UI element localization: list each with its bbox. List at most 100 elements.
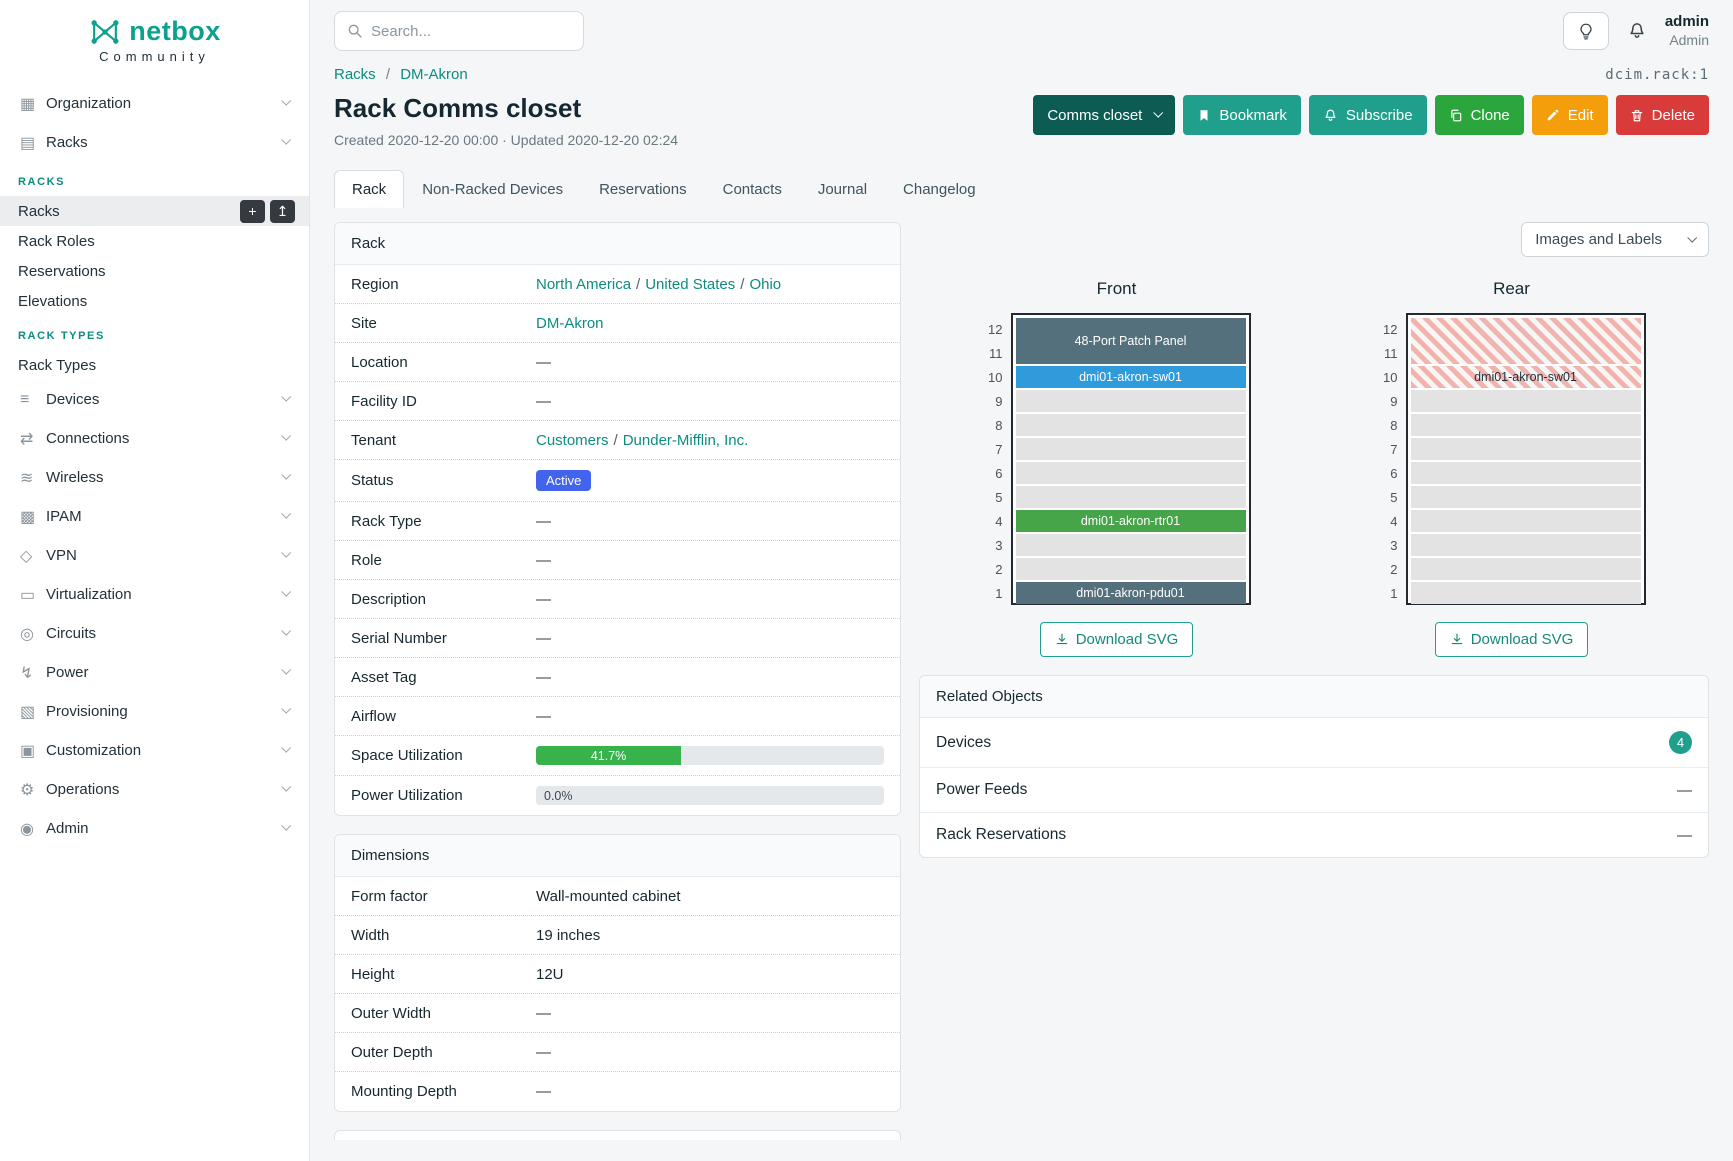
sidebar-group-label: IPAM [46, 508, 82, 525]
breadcrumb-link-racks[interactable]: Racks [334, 66, 376, 83]
theme-toggle-button[interactable] [1562, 12, 1609, 50]
empty-rack-unit[interactable] [1015, 390, 1246, 412]
empty-rack-unit[interactable] [1410, 486, 1641, 508]
rack-device-48-port-patch-panel[interactable]: 48-Port Patch Panel [1015, 318, 1246, 364]
related-rack-reservations-row[interactable]: Rack Reservations — [936, 826, 1692, 844]
rack-device-dmi01-akron-sw01[interactable]: dmi01-akron-sw01 [1015, 366, 1246, 388]
empty-rack-unit[interactable] [1410, 390, 1641, 412]
tab-rack[interactable]: Rack [334, 170, 405, 208]
edit-button[interactable]: Edit [1531, 95, 1608, 135]
subscribe-button[interactable]: Subscribe [1308, 95, 1427, 135]
region-link[interactable]: United States [645, 275, 736, 293]
sidebar-group-operations[interactable]: ⚙ Operations [0, 770, 309, 809]
sidebar-group-label: Connections [46, 430, 130, 447]
user-menu[interactable]: admin Admin [1665, 13, 1709, 49]
delete-button[interactable]: Delete [1615, 95, 1709, 135]
breadcrumb-link-site[interactable]: DM-Akron [400, 66, 468, 83]
pencil-icon [1547, 109, 1559, 121]
site-link[interactable]: DM-Akron [536, 314, 604, 332]
empty-rack-unit[interactable] [1410, 582, 1641, 604]
sidebar-group-circuits[interactable]: ◎ Circuits [0, 614, 309, 653]
sidebar-item-rack-types[interactable]: Rack Types [0, 350, 309, 380]
breadcrumb: Racks / DM-Akron [334, 66, 468, 83]
sidebar-group-customization[interactable]: ▣ Customization [0, 731, 309, 770]
download-svg-rear-button[interactable]: Download SVG [1434, 622, 1589, 657]
rear-elevation-title: Rear [1493, 279, 1530, 298]
created-updated-meta: Created 2020-12-20 00:00 · Updated 2020-… [334, 132, 679, 148]
empty-rack-unit[interactable] [1015, 558, 1246, 580]
chevron-down-icon [281, 391, 292, 402]
sidebar-group-vpn[interactable]: ◇ VPN [0, 536, 309, 575]
empty-rack-unit[interactable] [1015, 534, 1246, 556]
search-box[interactable] [334, 11, 584, 51]
lightbulb-icon [1580, 23, 1592, 40]
related-power-feeds-row[interactable]: Power Feeds — [920, 768, 1708, 813]
rack-device-dmi01-akron-rtr01[interactable]: dmi01-akron-rtr01 [1015, 510, 1246, 532]
sidebar-item-rack-roles[interactable]: Rack Roles [0, 226, 309, 256]
trash-icon [1631, 109, 1642, 121]
tab-reservations[interactable]: Reservations [599, 181, 687, 198]
unit-number: 7 [995, 442, 1003, 457]
images-labels-select[interactable]: Images and Labels [1521, 222, 1709, 257]
bookmark-button[interactable]: Bookmark [1183, 95, 1301, 135]
tab-non-racked-devices[interactable]: Non-Racked Devices [422, 181, 564, 198]
breadcrumb-separator: / [385, 66, 391, 83]
sidebar-group-admin[interactable]: ◉ Admin [0, 809, 309, 848]
row-airflow: Airflow — [335, 697, 900, 736]
chevron-down-icon [281, 469, 292, 480]
racks-add-button[interactable]: + [240, 199, 265, 223]
sidebar-group-provisioning[interactable]: ▧ Provisioning [0, 692, 309, 731]
region-link[interactable]: Ohio [749, 275, 782, 293]
empty-rack-unit[interactable] [1410, 414, 1641, 436]
clone-button[interactable]: Clone [1434, 95, 1524, 135]
empty-rack-unit[interactable] [1015, 414, 1246, 436]
next-card-partial [334, 1130, 901, 1140]
sidebar-item-reservations[interactable]: Reservations [0, 256, 309, 286]
unit-number: 8 [995, 418, 1003, 433]
sidebar-item-elevations[interactable]: Elevations [0, 286, 309, 316]
tenant-link[interactable]: Dunder-Mifflin, Inc. [622, 431, 749, 449]
chevron-down-icon [1153, 107, 1164, 118]
search-input[interactable] [371, 22, 571, 40]
empty-rack-unit[interactable] [1015, 462, 1246, 484]
sidebar-group-organization[interactable]: ▦ Organization [0, 84, 309, 123]
main-content: admin Admin Racks / DM-Akron dcim.rack:1… [310, 0, 1733, 1161]
empty-rack-unit[interactable] [1410, 534, 1641, 556]
sidebar-group-label: Operations [46, 781, 120, 798]
row-rack-type: Rack Type — [335, 502, 900, 541]
region-link[interactable]: North America [536, 275, 632, 293]
sidebar-group-virtualization[interactable]: ▭ Virtualization [0, 575, 309, 614]
related-devices-row[interactable]: Devices 4 [920, 718, 1708, 768]
sidebar-group-devices[interactable]: ≡ Devices [0, 380, 309, 419]
sidebar-group-racks[interactable]: ▤ Racks [0, 123, 309, 162]
sidebar-group-power[interactable]: ↯ Power [0, 653, 309, 692]
tab-journal[interactable]: Journal [817, 181, 868, 198]
sidebar-group-label: Provisioning [46, 703, 128, 720]
tenant-group-link[interactable]: Customers [536, 431, 609, 449]
racks-import-button[interactable]: ↥ [270, 199, 295, 223]
tab-contacts[interactable]: Contacts [722, 181, 782, 198]
status-badge: Active [536, 470, 592, 491]
notifications-bell-icon[interactable] [1627, 21, 1647, 41]
brand[interactable]: netbox Community [0, 12, 309, 66]
vpn-icon: ◇ [20, 547, 33, 565]
empty-rack-unit[interactable] [1015, 438, 1246, 460]
empty-rack-unit[interactable] [1410, 510, 1641, 532]
sidebar-group-label: Devices [46, 391, 100, 408]
tab-changelog[interactable]: Changelog [903, 181, 976, 198]
empty-rack-unit[interactable] [1410, 438, 1641, 460]
chevron-down-icon [281, 742, 292, 753]
empty-rack-unit[interactable] [1015, 486, 1246, 508]
download-svg-front-button[interactable]: Download SVG [1039, 622, 1194, 657]
rack-device-dmi01-akron-pdu01[interactable]: dmi01-akron-pdu01 [1015, 582, 1246, 604]
context-dropdown-button[interactable]: Comms closet [1033, 95, 1176, 135]
sidebar-group-wireless[interactable]: ≋ Wireless [0, 458, 309, 497]
sidebar-group-ipam[interactable]: ▩ IPAM [0, 497, 309, 536]
search-icon [348, 24, 362, 38]
rack-device-dmi01-akron-sw01[interactable]: dmi01-akron-sw01 [1410, 366, 1641, 388]
sidebar-item-racks[interactable]: Racks + ↥ [0, 196, 309, 226]
empty-rack-unit[interactable] [1410, 558, 1641, 580]
sidebar-group-connections[interactable]: ⇄ Connections [0, 419, 309, 458]
topbar: admin Admin [334, 0, 1709, 62]
empty-rack-unit[interactable] [1410, 462, 1641, 484]
